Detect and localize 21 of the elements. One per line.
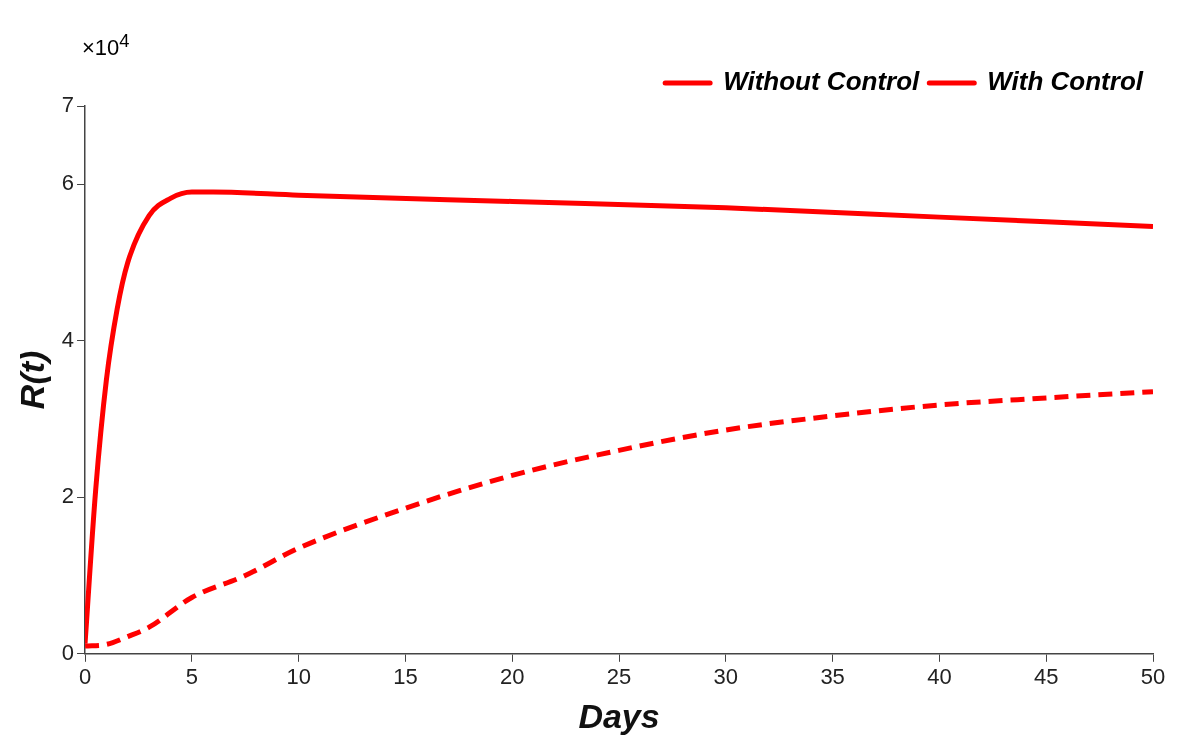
- x-tick-label: 25: [606, 664, 632, 690]
- x-tick-label: 35: [820, 664, 845, 690]
- x-tick-label: 10: [286, 664, 311, 690]
- x-tick-label: 0: [78, 664, 92, 690]
- y-tick-label: 6: [61, 170, 75, 196]
- x-tick-label: 30: [713, 664, 739, 690]
- y-tick-label: 7: [61, 92, 75, 118]
- x-tick-label: 45: [1033, 664, 1059, 690]
- y-tick-label: 0: [61, 639, 75, 665]
- y-tick-label: 4: [61, 326, 75, 352]
- y-tick-label: 2: [61, 483, 75, 509]
- text: ×10$^{4}$: [82, 30, 130, 62]
- legend-label: With Control: [987, 66, 1144, 97]
- x-tick-label: 15: [393, 664, 418, 690]
- x-tick-label: 20: [499, 664, 525, 690]
- x-tick-label: 50: [1140, 664, 1166, 690]
- x-axis-title: Days: [578, 696, 660, 735]
- y-axis-title: R(t): [12, 350, 51, 410]
- legend-label: Without Control: [723, 66, 921, 97]
- x-tick-label: 40: [927, 664, 952, 690]
- x-tick-label: 5: [185, 664, 198, 690]
